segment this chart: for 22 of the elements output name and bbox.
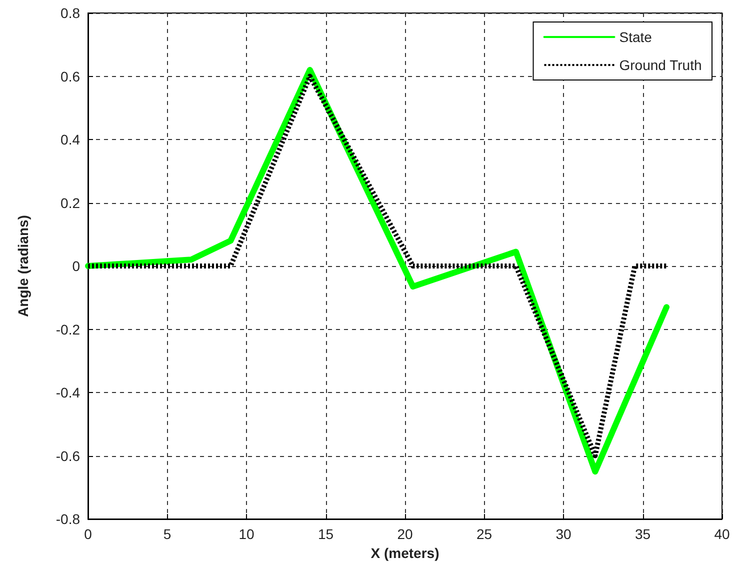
y-tick-label: -0.2: [56, 321, 80, 338]
x-tick-label: 10: [238, 526, 254, 542]
x-tick-label: 5: [163, 526, 172, 542]
y-tick-label: -0.8: [56, 511, 80, 527]
x-tick-label: 0: [84, 526, 92, 542]
x-tick-label: 20: [397, 526, 413, 542]
y-tick-label: -0.4: [56, 384, 80, 400]
y-tick-label: 0.4: [60, 132, 80, 148]
x-tick-label: 35: [634, 526, 651, 542]
legend-label: Ground Truth: [619, 57, 702, 73]
x-tick-label: 40: [714, 526, 730, 542]
x-axis-title: X (meters): [370, 544, 440, 561]
legend-label: State: [619, 29, 652, 45]
x-tick-label: 30: [556, 526, 572, 542]
y-tick-label: 0.6: [60, 68, 80, 84]
y-tick-label: 0.8: [60, 5, 80, 21]
y-axis-title: Angle (radians): [15, 215, 31, 317]
x-tick-label: 25: [476, 526, 492, 542]
y-tick-label: -0.6: [56, 448, 80, 464]
y-tick-label: 0.2: [60, 194, 80, 211]
y-tick-label: 0: [72, 258, 80, 274]
x-tick-label: 15: [318, 526, 334, 542]
